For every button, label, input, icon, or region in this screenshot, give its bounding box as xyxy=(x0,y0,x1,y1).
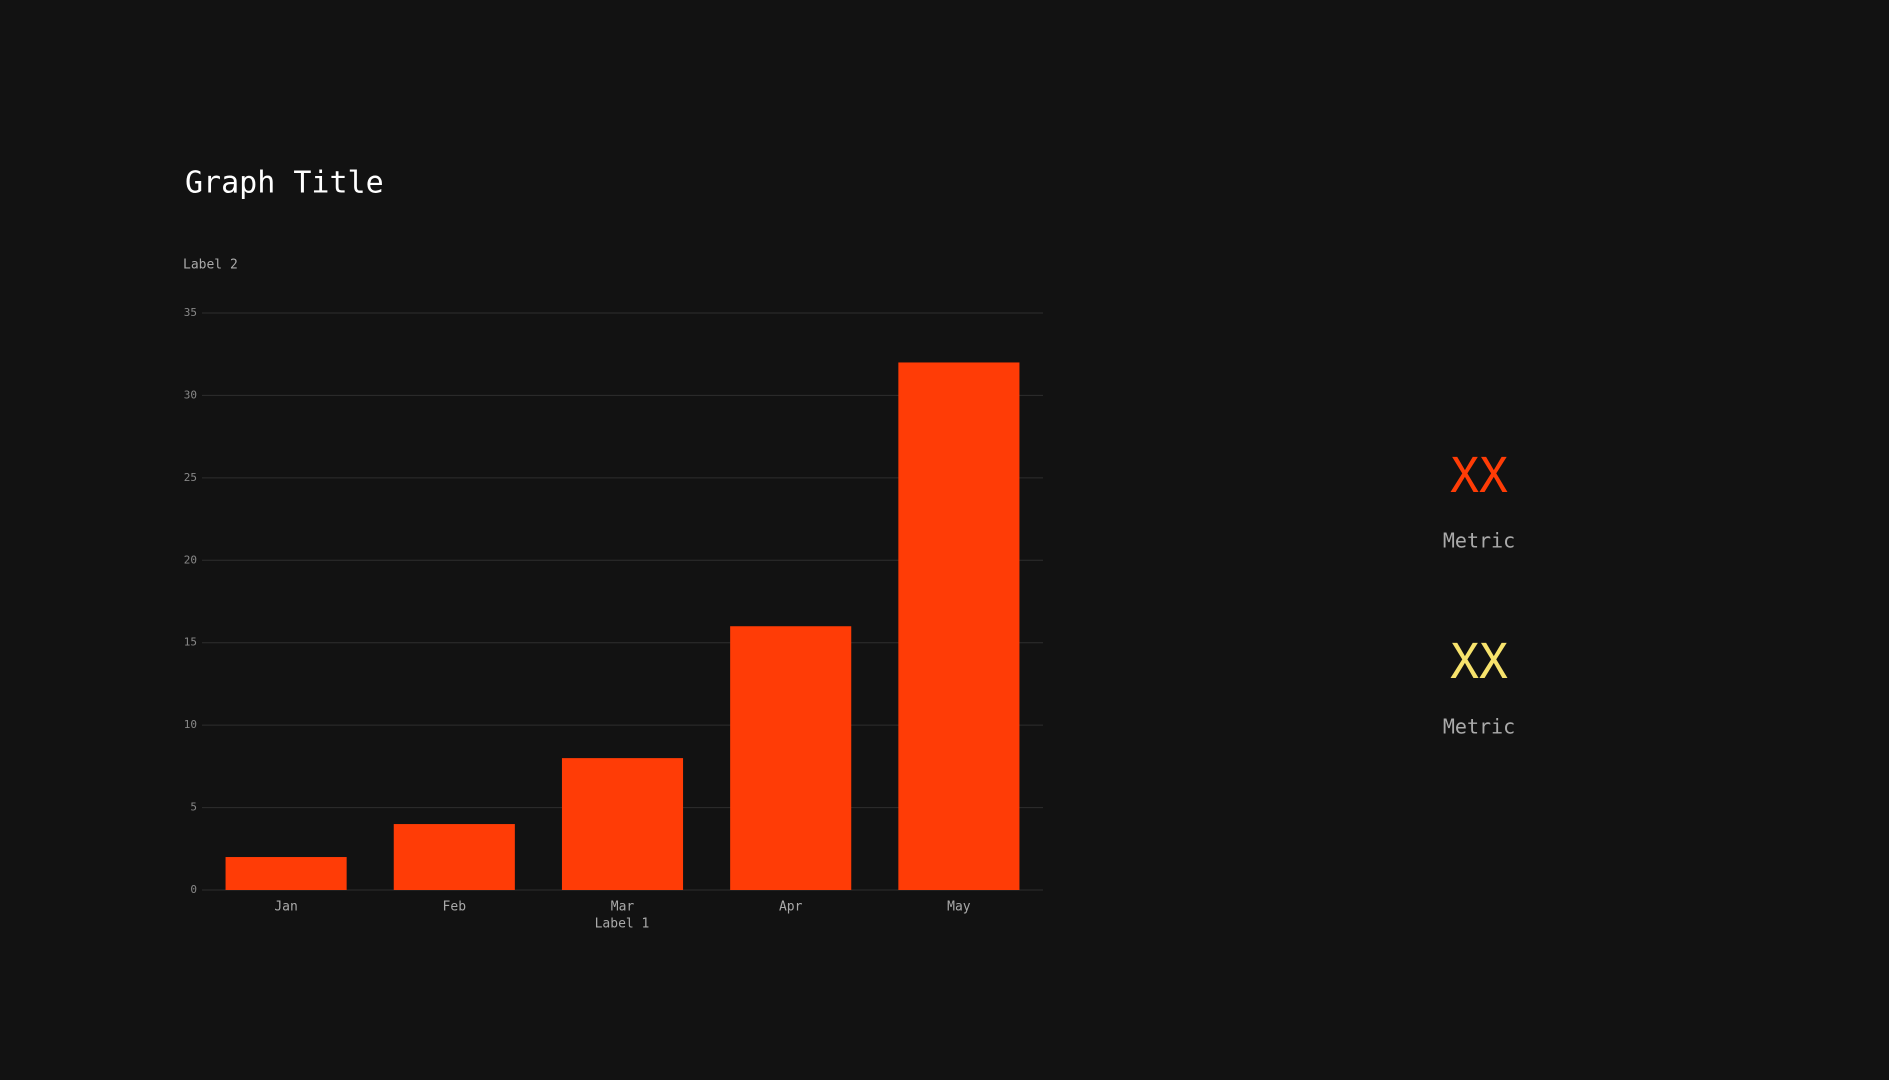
y-tick-label: 0 xyxy=(190,883,197,896)
x-tick-label: Jan xyxy=(274,900,297,915)
x-tick-label: Mar xyxy=(611,900,635,915)
metric-value: XX xyxy=(1450,448,1508,504)
bar xyxy=(730,626,852,890)
x-tick-label: May xyxy=(947,900,971,915)
y-tick-label: 20 xyxy=(184,553,197,566)
y-tick-label: 5 xyxy=(190,801,197,814)
y-tick-label: 15 xyxy=(184,636,197,649)
y-tick-label: 10 xyxy=(184,718,197,731)
bar xyxy=(561,758,684,890)
x-axis-label: Label 1 xyxy=(595,917,650,932)
bar xyxy=(898,362,1020,890)
bar xyxy=(393,824,515,890)
metric-value: XX xyxy=(1450,634,1508,690)
y-tick-label: 35 xyxy=(184,306,197,319)
y-tick-label: 30 xyxy=(184,388,197,401)
y-axis-label: Label 2 xyxy=(183,258,238,273)
chart-title: Graph Title xyxy=(185,166,384,201)
bar xyxy=(225,857,347,890)
y-tick-label: 25 xyxy=(184,471,197,484)
x-tick-label: Apr xyxy=(779,900,803,915)
metric-label: Metric xyxy=(1443,715,1515,739)
metric-label: Metric xyxy=(1443,529,1515,553)
x-tick-label: Feb xyxy=(443,900,467,915)
